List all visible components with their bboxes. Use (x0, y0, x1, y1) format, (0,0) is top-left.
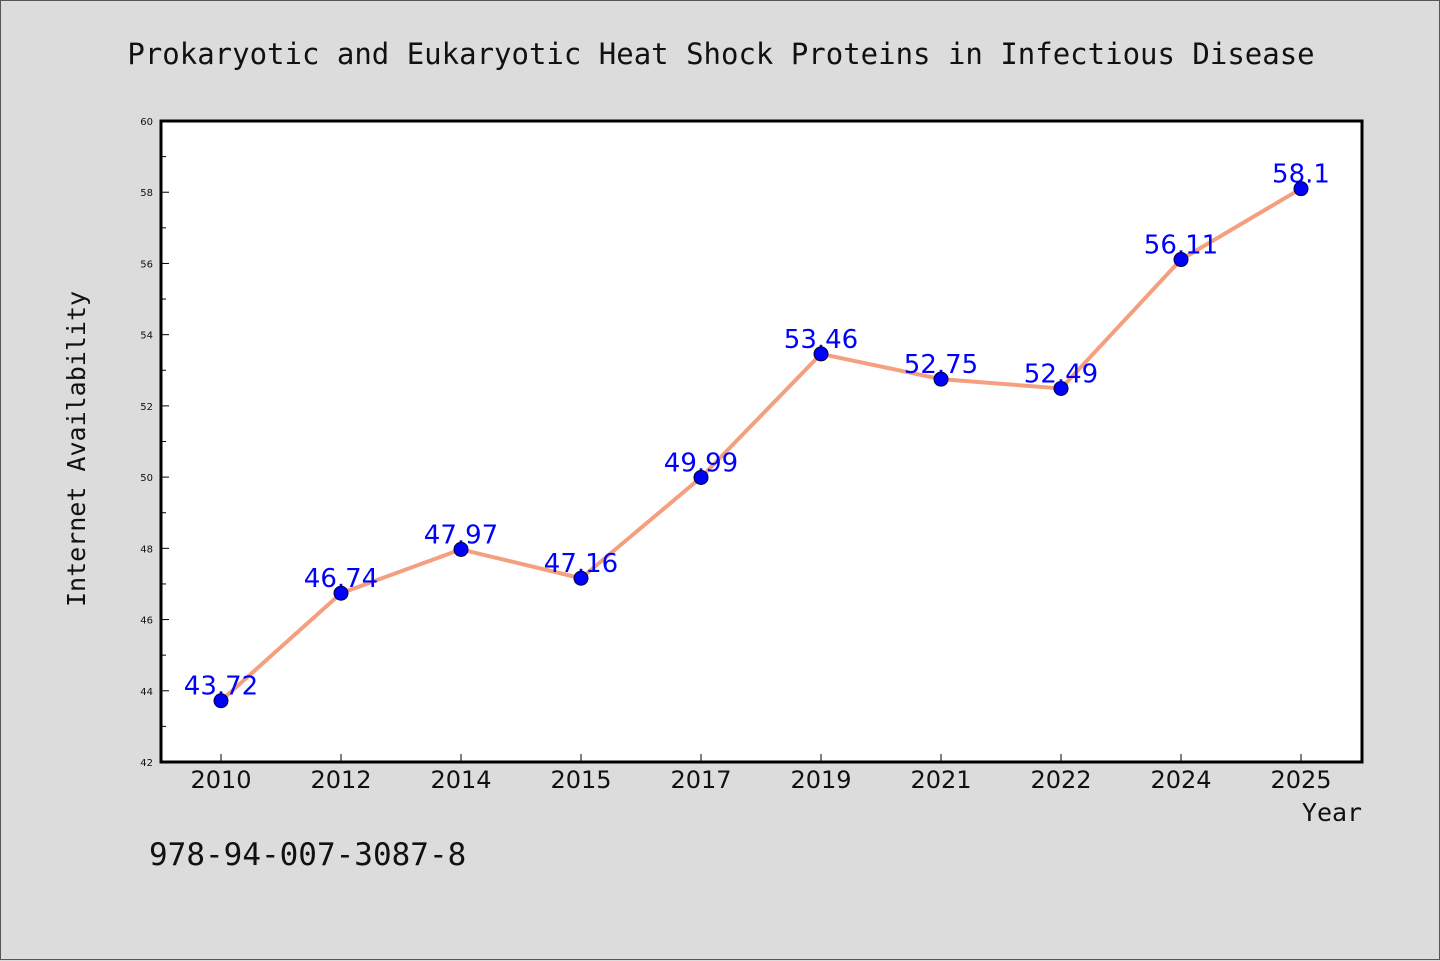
x-tick-label: 2012 (310, 766, 371, 794)
x-tick-label: 2021 (910, 766, 971, 794)
data-point (1173, 252, 1189, 268)
y-tick-label: 42 (140, 758, 153, 769)
y-tick-label: 48 (140, 544, 153, 555)
data-point (1053, 380, 1069, 396)
y-tick-label: 60 (140, 117, 153, 128)
y-tick-label: 56 (140, 259, 153, 270)
series-line (219, 186, 1303, 703)
y-tick-label: 54 (140, 331, 153, 342)
x-tick-label: 2024 (1150, 766, 1211, 794)
x-tick-label: 2010 (190, 766, 251, 794)
y-tick-label: 46 (140, 616, 153, 627)
y-tick-label: 52 (140, 402, 153, 413)
data-point (573, 570, 589, 586)
data-point (933, 371, 949, 387)
data-point (333, 585, 349, 601)
y-tick-label: 50 (140, 473, 153, 484)
x-tick-label: 2015 (550, 766, 611, 794)
plot-area (159, 119, 1364, 764)
data-point (693, 469, 709, 485)
data-point (813, 346, 829, 362)
isbn-annotation: 978-94-007-3087-8 (149, 837, 466, 873)
x-axis: 2010 2012 2014 2015 2017 2019 2021 2022 2024 2025 (190, 754, 1332, 794)
x-tick-label: 2025 (1270, 766, 1331, 794)
y-axis-label: Internet Availability (62, 291, 91, 607)
x-tick-label: 2022 (1030, 766, 1091, 794)
data-point (1293, 181, 1309, 197)
x-axis-label: Year (1302, 798, 1362, 827)
chart-title: Prokaryotic and Eukaryotic Heat Shock Pr… (127, 37, 1314, 71)
y-axis: 42 44 46 48 50 52 54 56 58 60 (140, 117, 169, 769)
x-tick-label: 2017 (670, 766, 731, 794)
y-tick-label: 58 (140, 188, 153, 199)
data-point (213, 693, 229, 709)
x-tick-label: 2014 (430, 766, 491, 794)
data-point (453, 541, 469, 557)
x-tick-label: 2019 (790, 766, 851, 794)
y-tick-label: 44 (140, 687, 153, 698)
data-markers (213, 181, 1309, 709)
